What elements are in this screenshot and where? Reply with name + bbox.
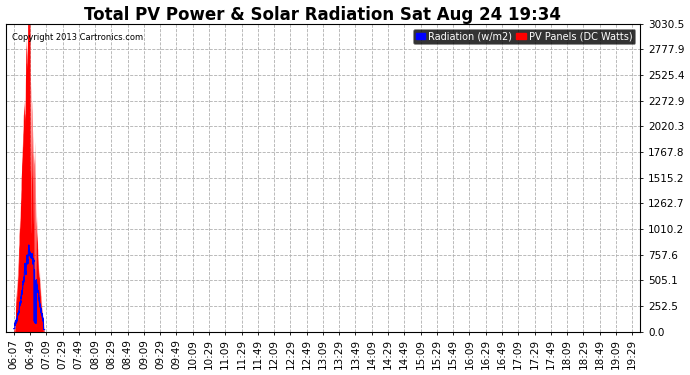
Title: Total PV Power & Solar Radiation Sat Aug 24 19:34: Total PV Power & Solar Radiation Sat Aug… bbox=[84, 6, 562, 24]
Legend: Radiation (w/m2), PV Panels (DC Watts): Radiation (w/m2), PV Panels (DC Watts) bbox=[413, 28, 635, 44]
Text: Copyright 2013 Cartronics.com: Copyright 2013 Cartronics.com bbox=[12, 33, 143, 42]
